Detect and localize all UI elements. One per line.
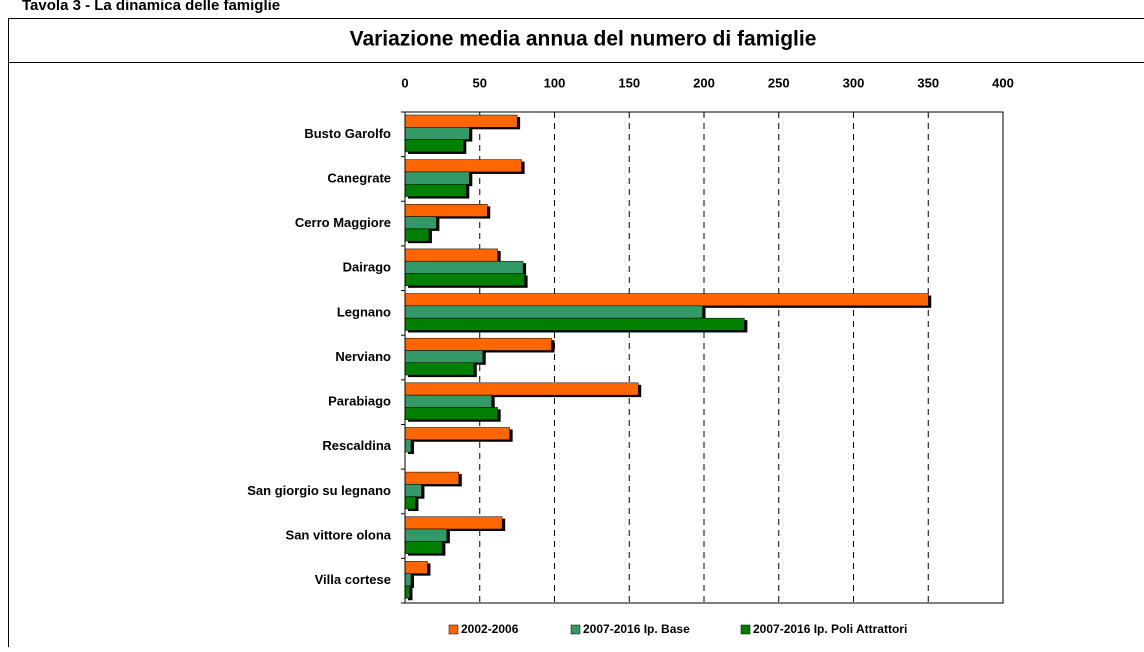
x-tick-label: 350 — [917, 75, 939, 90]
legend-label: 2002-2006 — [461, 622, 519, 636]
bar — [405, 395, 492, 407]
bar — [405, 440, 411, 452]
bar — [405, 407, 498, 419]
bar — [405, 140, 463, 152]
x-tick-label: 200 — [693, 75, 715, 90]
bar — [405, 363, 474, 375]
bar — [405, 115, 517, 127]
y-tick-label: Legnano — [337, 304, 391, 319]
x-tick-label: 0 — [401, 75, 408, 90]
y-tick-label: Villa cortese — [315, 572, 391, 587]
bar — [405, 306, 703, 318]
x-tick-label: 400 — [992, 75, 1014, 90]
bar — [405, 561, 427, 573]
bar — [405, 204, 487, 216]
y-tick-label: Cerro Maggiore — [295, 215, 391, 230]
bar — [405, 427, 510, 439]
bar — [405, 586, 409, 598]
y-tick-label: Rescaldina — [322, 438, 391, 453]
chart-title: Variazione media annua del numero di fam… — [350, 28, 817, 51]
bar — [405, 261, 523, 273]
legend-swatch — [571, 625, 580, 634]
bar — [405, 338, 552, 350]
caption: Tavola 3 - La dinamica delle famiglie — [22, 0, 280, 14]
x-tick-label: 250 — [768, 75, 790, 90]
bar — [405, 229, 429, 241]
bar — [405, 541, 442, 553]
legend-swatch — [449, 625, 458, 634]
y-tick-label: San vittore olona — [286, 527, 392, 542]
bar — [405, 350, 483, 362]
bar — [405, 497, 415, 509]
bar — [405, 127, 469, 139]
legend-label: 2007-2016 Ip. Poli Attrattori — [753, 622, 907, 636]
bar — [405, 274, 525, 286]
bar — [405, 249, 498, 261]
x-tick-label: 50 — [473, 75, 487, 90]
y-tick-label: Dairago — [343, 260, 391, 275]
bar — [405, 574, 411, 586]
y-tick-label: Canegrate — [327, 170, 391, 185]
y-tick-label: Parabiago — [328, 394, 391, 409]
x-tick-label: 150 — [618, 75, 640, 90]
bar — [405, 517, 502, 529]
bar — [405, 184, 466, 196]
y-tick-label: San giorgio su legnano — [247, 483, 391, 498]
y-tick-label: Nerviano — [335, 349, 391, 364]
legend-label: 2007-2016 Ip. Base — [583, 622, 690, 636]
bar — [405, 172, 469, 184]
x-tick-label: 300 — [843, 75, 865, 90]
y-tick-label: Busto Garolfo — [304, 126, 391, 141]
bar — [405, 318, 744, 330]
bar — [405, 217, 436, 229]
x-tick-label: 100 — [544, 75, 566, 90]
legend-swatch — [741, 625, 750, 634]
bar — [405, 294, 928, 306]
bar — [405, 472, 459, 484]
bar — [405, 383, 638, 395]
bar — [405, 484, 421, 496]
bar — [405, 529, 447, 541]
bar — [405, 160, 522, 172]
